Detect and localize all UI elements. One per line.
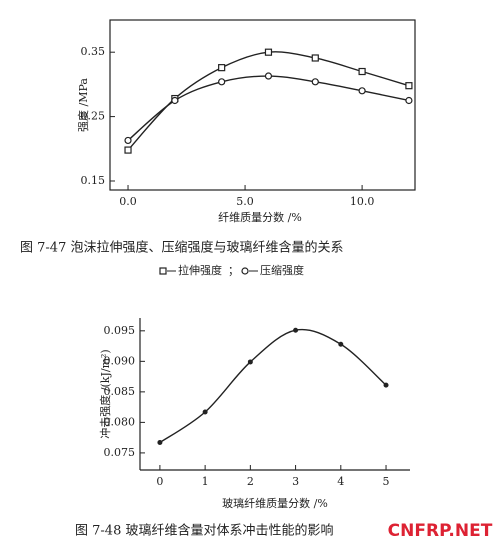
- marker: [218, 78, 226, 86]
- x-tick-label: 4: [337, 475, 344, 488]
- x-tick-label: 10.0: [350, 195, 375, 208]
- y-tick-label: 0.075: [104, 446, 136, 459]
- caption: 图 7-48 玻璃纤维含量对体系冲击性能的影响: [75, 523, 333, 539]
- marker: [311, 78, 319, 86]
- marker: [241, 267, 249, 275]
- marker: [202, 409, 208, 415]
- legend-label: 压缩强度: [260, 263, 304, 277]
- marker: [157, 440, 163, 446]
- legend-label: 拉伸强度: [178, 263, 222, 277]
- y-tick-label: 0.095: [104, 324, 136, 337]
- marker: [264, 72, 273, 80]
- marker: [358, 87, 366, 95]
- marker: [338, 341, 344, 347]
- marker: [264, 48, 273, 56]
- caption: 图 7-47 泡沫拉伸强度、压缩强度与玻璃纤维含量的关系: [20, 240, 343, 256]
- marker: [311, 54, 319, 62]
- y-axis-label: 冲击强度 /(kJ/m²): [98, 349, 112, 438]
- plot-frame: [109, 19, 416, 191]
- y-tick-label: 0.085: [104, 385, 136, 398]
- x-tick-label: 5.0: [236, 195, 254, 208]
- marker: [405, 96, 413, 105]
- marker: [405, 82, 413, 90]
- marker: [358, 67, 366, 76]
- x-tick-label: 0: [156, 475, 163, 488]
- x-tick-label: 1: [202, 475, 209, 488]
- marker: [159, 267, 167, 275]
- legend-separator: ；: [228, 264, 239, 277]
- marker: [124, 136, 132, 145]
- marker: [247, 359, 253, 365]
- watermark: CNFRP.NET: [388, 521, 493, 541]
- y-tick-label: 0.25: [81, 110, 106, 123]
- marker: [218, 64, 226, 72]
- line: [159, 328, 387, 444]
- marker: [293, 327, 299, 333]
- y-tick-label: 0.35: [81, 45, 106, 58]
- y-tick-label: 0.090: [104, 354, 136, 367]
- x-tick-label: 0.0: [119, 195, 137, 208]
- x-tick-label: 3: [292, 475, 299, 488]
- y-axis-label: 强度 /MPa: [76, 78, 90, 132]
- line: [127, 75, 410, 141]
- x-tick-label: 2: [247, 475, 254, 488]
- y-tick-label: 0.080: [104, 415, 136, 428]
- x-axis-label: 玻璃纤维质量分数 /%: [222, 496, 328, 510]
- marker: [171, 96, 179, 105]
- y-tick-label: 0.15: [81, 174, 106, 187]
- x-tick-label: 5: [383, 475, 390, 488]
- marker: [383, 382, 389, 388]
- x-axis-label: 纤维质量分数 /%: [218, 211, 302, 224]
- line: [127, 51, 410, 151]
- marker: [124, 146, 132, 154]
